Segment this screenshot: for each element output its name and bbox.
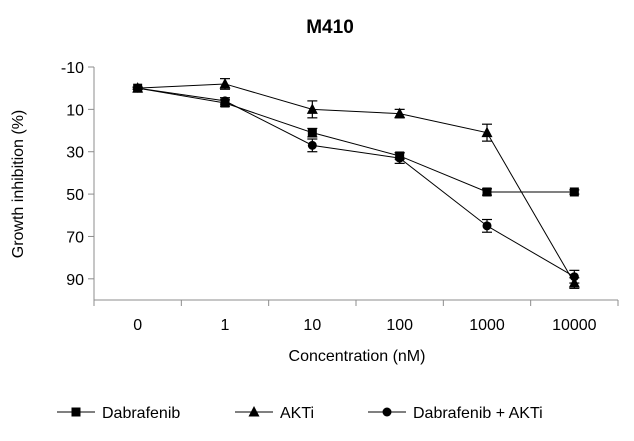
data-point — [481, 126, 493, 138]
legend-label: AKTi — [280, 405, 314, 422]
y-tick-label: -10 — [61, 60, 84, 77]
x-tick-label: 1000 — [469, 317, 505, 334]
data-point — [482, 221, 492, 231]
data-point — [394, 107, 406, 119]
data-point — [307, 128, 317, 138]
data-point — [220, 96, 230, 106]
x-tick-label: 100 — [386, 317, 413, 334]
x-tick-label: 10000 — [552, 317, 597, 334]
plot-area — [132, 77, 580, 289]
data-point — [395, 153, 405, 163]
y-axis-label: Growth inhibition (%) — [10, 110, 27, 259]
data-point — [307, 140, 317, 150]
y-tick-label: 10 — [66, 102, 84, 119]
legend-item: Dabrafenib — [57, 405, 180, 422]
legend-label: Dabrafenib + AKTi — [413, 405, 543, 422]
series-line — [137, 87, 575, 278]
data-point — [569, 187, 579, 197]
x-axis-label: Concentration (nM) — [289, 348, 426, 365]
legend-label: Dabrafenib — [102, 405, 180, 422]
series-triangle — [132, 77, 580, 289]
series-line — [137, 83, 575, 284]
legend-marker — [248, 406, 260, 417]
x-tick-label: 10 — [303, 317, 321, 334]
legend-marker — [71, 407, 81, 417]
data-point — [482, 187, 492, 197]
series-circle — [132, 83, 580, 284]
series-square — [132, 83, 580, 197]
y-axis: -10 10 30 50 70 90 — [61, 60, 95, 300]
series-line — [137, 87, 575, 193]
legend-item: Dabrafenib + AKTi — [368, 405, 543, 422]
y-tick-label: 30 — [66, 145, 84, 162]
legend-marker — [382, 407, 392, 417]
chart-title: M410 — [306, 17, 354, 38]
data-point — [569, 272, 579, 282]
y-tick-label: 70 — [66, 229, 84, 246]
data-point — [133, 83, 143, 93]
data-point — [219, 77, 231, 89]
x-axis: 0 1 10 100 1000 10000 — [93, 299, 619, 334]
y-tick-label: 90 — [66, 272, 84, 289]
x-tick-label: 1 — [221, 317, 230, 334]
x-tick-label: 0 — [133, 317, 142, 334]
legend-item: AKTi — [235, 405, 314, 422]
data-point — [306, 103, 318, 114]
y-tick-label: 50 — [66, 187, 84, 204]
legend: Dabrafenib AKTi Dabrafenib + AKTi — [57, 405, 543, 422]
